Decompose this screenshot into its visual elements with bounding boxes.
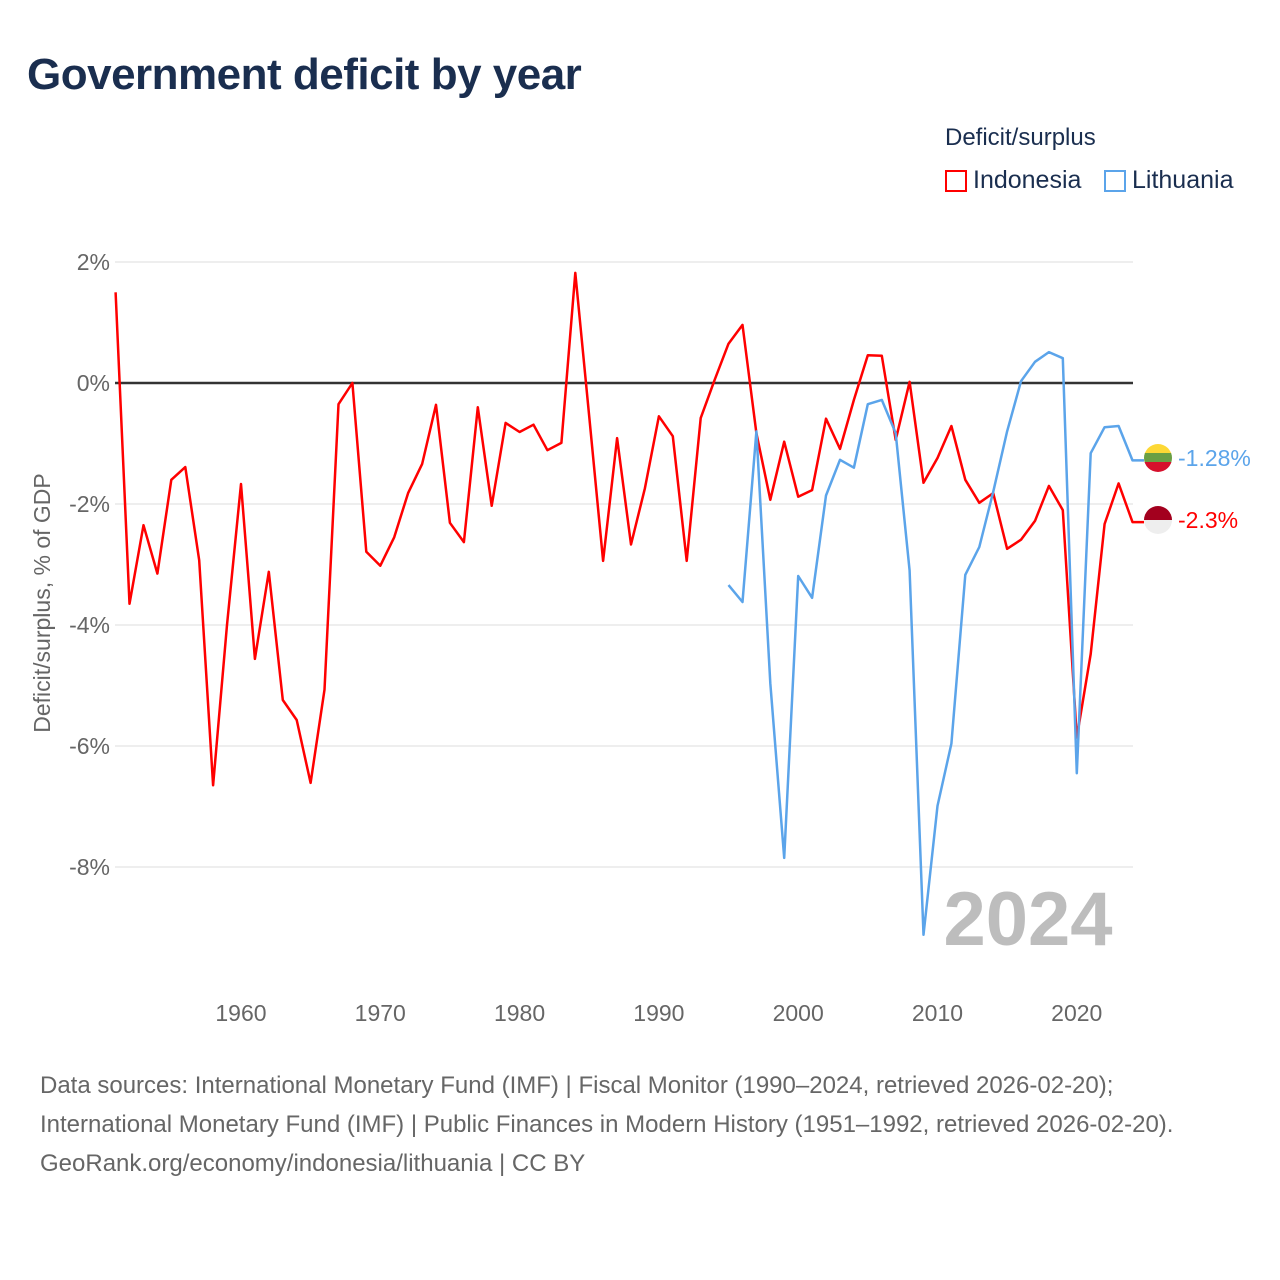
x-tick-label: 2020 xyxy=(1051,1000,1102,1026)
y-tick-label: 2% xyxy=(77,249,110,275)
y-tick-label: -4% xyxy=(69,612,110,638)
legend-label: Indonesia xyxy=(973,166,1082,194)
year-watermark: 2024 xyxy=(943,877,1112,962)
legend-item-indonesia[interactable]: Indonesia xyxy=(945,166,1081,195)
x-tick-label: 1960 xyxy=(215,1000,266,1026)
series-line-lithuania xyxy=(727,350,1144,937)
y-tick-label: -2% xyxy=(69,491,110,517)
y-axis-label: Deficit/surplus, % of GDP xyxy=(29,473,55,732)
legend-swatch-lithuania xyxy=(1104,169,1126,192)
y-tick-label: -6% xyxy=(69,733,110,759)
legend-title: Deficit/surplus xyxy=(945,124,1096,151)
legend-swatch-indonesia xyxy=(945,169,967,192)
x-tick-label: 1990 xyxy=(633,1000,684,1026)
data-sources: Data sources: International Monetary Fun… xyxy=(40,1072,1174,1138)
lithuania-flag-icon xyxy=(1144,444,1172,472)
indonesia-flag-icon xyxy=(1144,506,1172,534)
end-label-indonesia: -2.3% xyxy=(1178,507,1238,533)
x-tick-label: 1970 xyxy=(355,1000,406,1026)
y-tick-label: 0% xyxy=(77,370,110,396)
x-tick-label: 2010 xyxy=(912,1000,963,1026)
end-label-lithuania: -1.28% xyxy=(1178,445,1251,471)
legend-label: Lithuania xyxy=(1132,166,1234,194)
credit-link[interactable]: GeoRank.org/economy/indonesia/lithuania … xyxy=(40,1150,586,1177)
chart-title: Government deficit by year xyxy=(27,50,582,99)
footer: Data sources: International Monetary Fun… xyxy=(40,1066,1240,1183)
y-tick-label: -8% xyxy=(69,854,110,880)
x-tick-label: 1980 xyxy=(494,1000,545,1026)
x-tick-label: 2000 xyxy=(773,1000,824,1026)
series-line-indonesia xyxy=(114,271,1144,787)
legend-item-lithuania[interactable]: Lithuania xyxy=(1104,166,1233,195)
